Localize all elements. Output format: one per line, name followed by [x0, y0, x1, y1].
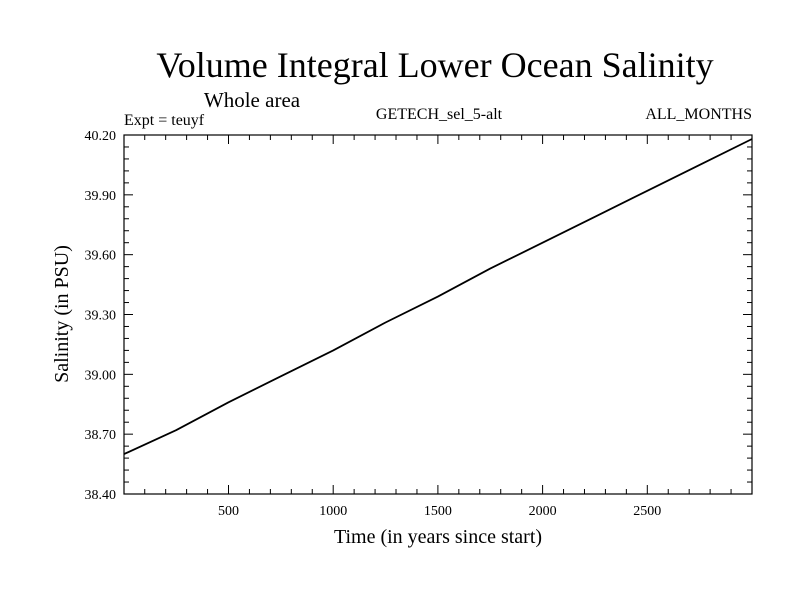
axes: 500 1000 1500 2000 2500 38.40 38.70 39.00 39.30 3… — [85, 129, 753, 519]
x-tick-label: 1500 — [424, 504, 452, 519]
y-tick-label: 39.00 — [85, 368, 117, 383]
run-label: GETECH_sel_5-alt — [376, 106, 503, 123]
y-tick-label: 38.40 — [85, 488, 117, 503]
y-tick-label: 39.60 — [85, 249, 117, 264]
y-tick-label: 39.30 — [85, 309, 117, 324]
series-layer — [123, 138, 753, 455]
series-line — [123, 138, 753, 455]
plot-frame — [123, 134, 753, 495]
y-tick-label: 40.20 — [85, 129, 117, 144]
y-tick-label: 38.70 — [85, 428, 117, 443]
expt-label: Expt = teuyf — [124, 112, 205, 129]
chart-title: Volume Integral Lower Ocean Salinity — [156, 45, 713, 85]
x-axis-label: Time (in years since start) — [334, 526, 542, 548]
x-tick-label: 1000 — [319, 504, 347, 519]
x-tick-label: 2000 — [529, 504, 557, 519]
y-axis-label: Salinity (in PSU) — [51, 245, 73, 383]
x-tick-label: 500 — [218, 504, 239, 519]
chart-subtitle: Whole area — [204, 88, 301, 112]
y-tick-label: 39.90 — [85, 189, 117, 204]
months-label: ALL_MONTHS — [645, 106, 752, 123]
x-tick-label: 2500 — [633, 504, 661, 519]
